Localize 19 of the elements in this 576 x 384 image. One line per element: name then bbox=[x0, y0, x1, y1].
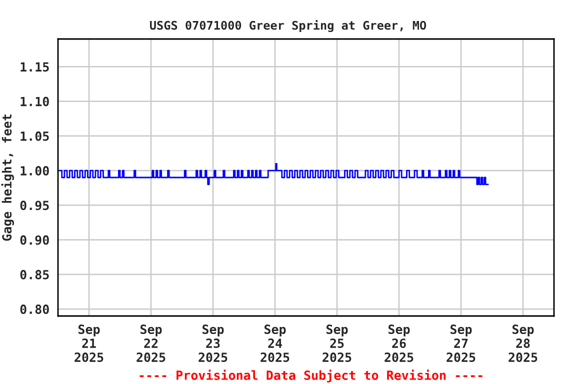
x-tick-label: Sep 28 2025 bbox=[508, 324, 538, 362]
y-tick-label: 0.85 bbox=[20, 270, 49, 280]
y-axis-title: Gage height, feet bbox=[1, 114, 14, 241]
y-tick-label: 1.15 bbox=[20, 62, 49, 72]
y-tick-label: 0.95 bbox=[20, 200, 49, 210]
x-tick-label: Sep 26 2025 bbox=[384, 324, 414, 362]
y-tick-label: 1.10 bbox=[20, 96, 49, 106]
x-tick-label: Sep 25 2025 bbox=[322, 324, 352, 362]
text: ---- Provisional Data Subject to Revision ---- bbox=[140, 370, 482, 382]
chart-title: USGS 07071000 Greer Spring at Greer, MO bbox=[150, 20, 426, 32]
x-tick-label: Sep 21 2025 bbox=[74, 324, 104, 362]
x-tick-label: Sep 24 2025 bbox=[260, 324, 290, 362]
y-tick-label: 0.80 bbox=[20, 304, 49, 314]
x-tick-label: Sep 23 2025 bbox=[198, 324, 228, 362]
x-tick-label: Sep 27 2025 bbox=[446, 324, 476, 362]
x-tick-label: Sep 22 2025 bbox=[136, 324, 166, 362]
y-tick-label: 0.90 bbox=[20, 235, 49, 245]
y-tick-label: 1.05 bbox=[20, 131, 49, 141]
y-tick-label: 1.00 bbox=[20, 166, 49, 176]
